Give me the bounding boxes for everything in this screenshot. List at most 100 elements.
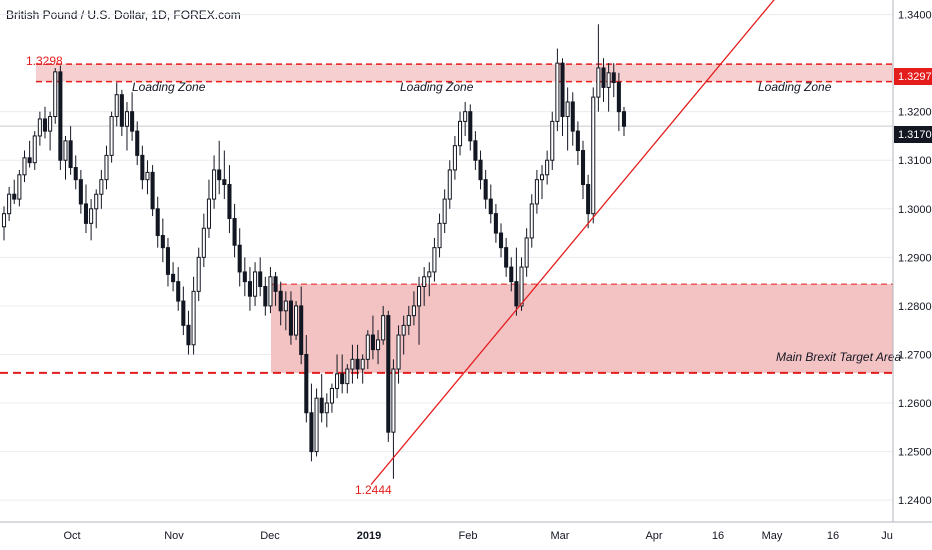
y-tick-label: 1.26000 bbox=[898, 398, 932, 410]
candle-body bbox=[140, 154, 145, 181]
candle-body bbox=[396, 334, 401, 370]
candle-body bbox=[283, 300, 288, 312]
candle-body bbox=[58, 71, 63, 161]
candle-body bbox=[130, 111, 135, 132]
y-tick-label: 1.34000 bbox=[898, 10, 932, 22]
candle-body bbox=[217, 169, 222, 181]
candle-body bbox=[580, 150, 586, 186]
candle-body bbox=[145, 171, 150, 181]
candle-body bbox=[135, 130, 140, 156]
trendline bbox=[370, 0, 775, 486]
x-tick-label: Oct bbox=[63, 530, 80, 542]
time-axis[interactable]: Oct Nov Dec 2019 Feb Mar Apr 16 May 16 Ju bbox=[63, 530, 892, 542]
candle-body bbox=[17, 174, 22, 200]
price-axis[interactable]: 1.24000 1.25000 1.26000 1.27000 1.28000 1.290… bbox=[898, 10, 932, 508]
candle-body bbox=[186, 324, 191, 346]
candle-body bbox=[294, 305, 299, 336]
candle-body bbox=[524, 237, 529, 268]
candle-body bbox=[473, 140, 478, 161]
candle-body bbox=[586, 184, 591, 215]
candle-body bbox=[442, 198, 447, 224]
candle-body bbox=[7, 193, 12, 215]
candle-body bbox=[227, 184, 232, 220]
ascending-trendline bbox=[370, 0, 775, 486]
candle-body bbox=[53, 71, 58, 118]
candle-body bbox=[575, 130, 580, 152]
candle-body bbox=[406, 315, 411, 326]
candle-body bbox=[78, 179, 83, 205]
candle-body bbox=[601, 67, 606, 88]
candle-body bbox=[570, 101, 575, 132]
candle-body bbox=[32, 135, 37, 164]
candle-body bbox=[447, 169, 452, 200]
candle-body bbox=[488, 198, 493, 215]
candle-body bbox=[340, 373, 345, 385]
candle-body bbox=[427, 271, 432, 278]
candles bbox=[1, 24, 627, 479]
candle-body bbox=[411, 305, 416, 317]
candle-body bbox=[565, 101, 570, 118]
candle-body bbox=[176, 281, 181, 302]
candle-body bbox=[319, 397, 324, 414]
y-tick-label: 1.24000 bbox=[898, 495, 932, 507]
candle-body bbox=[94, 193, 99, 210]
candle-body bbox=[324, 402, 329, 414]
svg-text:1.31703: 1.31703 bbox=[898, 129, 932, 141]
candle-body bbox=[83, 203, 89, 224]
x-tick-label: 16 bbox=[827, 530, 839, 542]
zone-label-loading-left: Loading Zone bbox=[132, 80, 206, 94]
candle-body bbox=[591, 96, 596, 215]
candle-body bbox=[89, 208, 94, 224]
candle-body bbox=[463, 111, 468, 122]
candle-body bbox=[616, 82, 621, 113]
candle-body bbox=[171, 273, 176, 283]
x-tick-label: Ju bbox=[881, 530, 893, 542]
candle-body bbox=[370, 334, 375, 351]
candle-body bbox=[545, 159, 550, 176]
candle-body bbox=[68, 140, 73, 169]
candle-body bbox=[191, 290, 196, 346]
candle-body bbox=[386, 315, 391, 433]
candle-body bbox=[304, 353, 309, 414]
candle-body bbox=[478, 159, 483, 181]
candle-body bbox=[273, 276, 278, 292]
y-tick-label: 1.28000 bbox=[898, 301, 932, 313]
candle-body bbox=[560, 62, 565, 118]
candle-body bbox=[452, 145, 457, 171]
x-tick-label: Nov bbox=[164, 530, 184, 542]
candle-body bbox=[417, 285, 422, 307]
candle-body bbox=[345, 368, 350, 385]
candle-body bbox=[268, 276, 273, 307]
candle-body bbox=[165, 247, 171, 275]
candle-body bbox=[73, 167, 78, 181]
candle-body bbox=[534, 179, 539, 205]
candle-body bbox=[498, 232, 504, 249]
x-tick-label: 16 bbox=[712, 530, 724, 542]
candle-body bbox=[365, 334, 370, 360]
candle-body bbox=[314, 397, 319, 453]
candle-body bbox=[109, 116, 114, 156]
candle-body bbox=[63, 140, 68, 161]
brexit-target-box bbox=[271, 284, 893, 373]
candle-body bbox=[222, 179, 227, 186]
candle-body bbox=[12, 193, 17, 200]
candle-body bbox=[422, 276, 427, 287]
candle-body bbox=[99, 179, 104, 195]
candle-body bbox=[288, 300, 293, 336]
candle-body bbox=[104, 154, 109, 181]
candle-body bbox=[237, 244, 242, 273]
candle-body bbox=[160, 235, 165, 249]
candle-body bbox=[381, 315, 386, 341]
candle-body bbox=[206, 198, 211, 229]
candle-body bbox=[621, 111, 627, 127]
candle-body bbox=[263, 285, 268, 307]
candle-body bbox=[27, 157, 32, 164]
candle-body bbox=[242, 271, 247, 283]
candle-body bbox=[335, 373, 340, 389]
zones bbox=[0, 63, 893, 374]
candle-body bbox=[493, 213, 498, 234]
candle-body bbox=[432, 247, 437, 273]
x-tick-label: Mar bbox=[551, 530, 570, 542]
candle-body bbox=[457, 120, 463, 147]
